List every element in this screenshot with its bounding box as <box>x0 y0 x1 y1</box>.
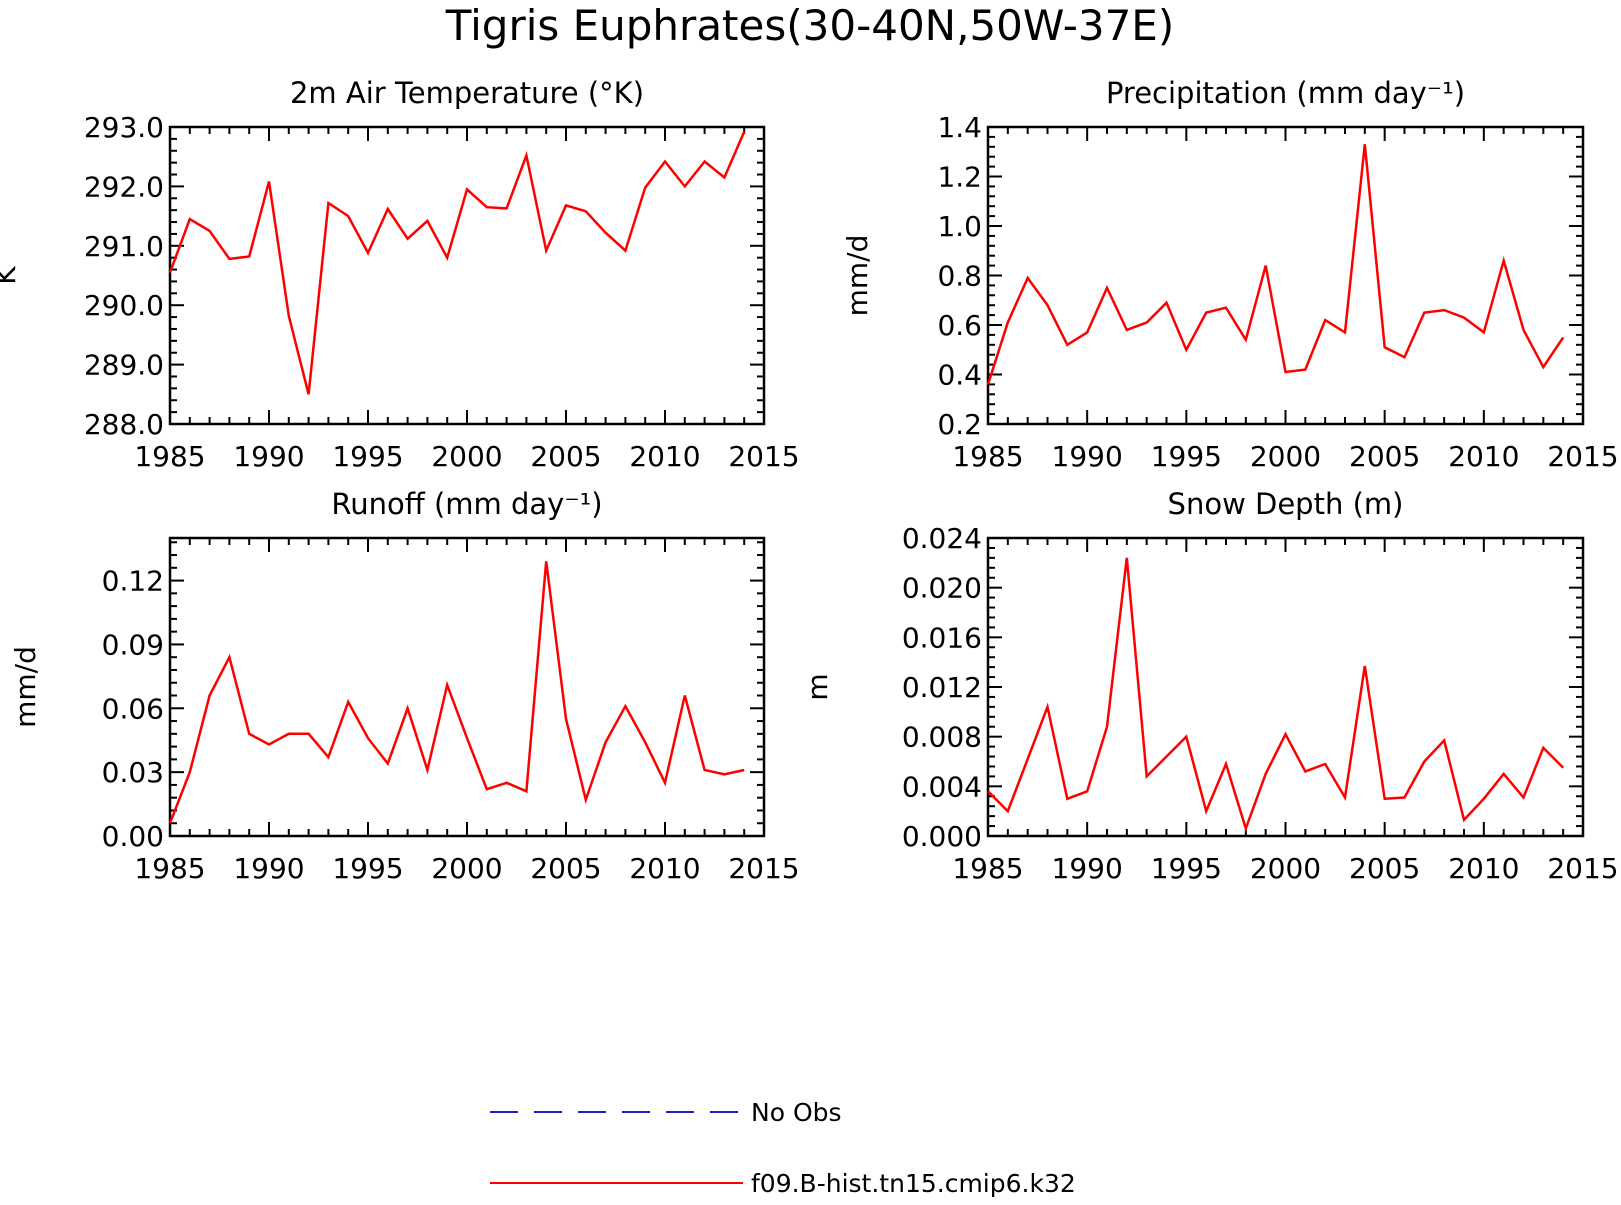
x-tick-label: 1995 <box>332 852 403 885</box>
series-line-precipitation <box>986 144 1565 385</box>
y-tick-label: 289.0 <box>84 349 164 382</box>
y-axis-label-precipitation: mm/d <box>841 235 874 317</box>
y-tick-label: 0.008 <box>902 721 982 754</box>
x-tick-label: 2005 <box>1349 852 1420 885</box>
legend-label-no-obs: No Obs <box>751 1098 842 1127</box>
y-tick-label: 0.2 <box>937 408 982 441</box>
panel-title-air-temperature: 2m Air Temperature (°K) <box>290 76 644 110</box>
plot-frame-runoff <box>168 536 766 838</box>
panel-runoff: Runoff (mm day⁻¹) 1985 1990 1995 2000 2005 201… <box>9 487 800 885</box>
y-tick-label: 291.0 <box>84 230 164 263</box>
y-tick-label: 293.0 <box>84 111 164 144</box>
panel-precipitation: Precipitation (mm day⁻¹) 1985 1990 1995 2000… <box>841 76 1619 473</box>
y-tick-label: 0.004 <box>902 770 982 803</box>
series-line-snow-depth <box>987 557 1565 833</box>
x-tick-label: 1995 <box>1151 852 1222 885</box>
panel-title-precipitation: Precipitation (mm day⁻¹) <box>1106 76 1465 110</box>
x-tick-label: 1985 <box>952 440 1023 473</box>
panel-title-runoff: Runoff (mm day⁻¹) <box>331 487 602 521</box>
x-tick-label: 2000 <box>1250 852 1321 885</box>
legend: No Obs f09.B-hist.tn15.cmip6.k32 <box>490 1098 1076 1198</box>
x-tick-label: 2015 <box>728 440 799 473</box>
panel-title-snow-depth: Snow Depth (m) <box>1168 487 1404 521</box>
x-tick-label: 2000 <box>431 852 502 885</box>
y-axis-label-air-temperature: K <box>0 266 22 285</box>
x-tick-label: 2000 <box>1250 440 1321 473</box>
x-tick-label: 2015 <box>728 852 799 885</box>
y-tick-label: 0.024 <box>902 522 982 555</box>
y-tick-label: 1.4 <box>937 111 982 144</box>
y-tick-label: 288.0 <box>84 408 164 441</box>
y-tick-label: 290.0 <box>84 289 164 322</box>
x-tick-label: 1985 <box>134 440 205 473</box>
x-tick-label: 1990 <box>233 440 304 473</box>
x-tick-label: 2010 <box>629 440 700 473</box>
y-tick-label: 0.03 <box>102 756 164 789</box>
x-tick-label: 2010 <box>1448 440 1519 473</box>
y-tick-label: 1.0 <box>937 210 982 243</box>
panels: 2m Air Temperature (°K) 1985 1990 1995 2000 2… <box>0 76 1619 885</box>
y-tick-label: 0.000 <box>902 820 982 853</box>
x-tick-label: 2015 <box>1547 852 1618 885</box>
panel-snow-depth: Snow Depth (m) 1985 1990 1995 2000 2005 2010 20… <box>801 487 1619 885</box>
x-tick-label: 2010 <box>629 852 700 885</box>
main-title: Tigris Euphrates(30-40N,50W-37E) <box>445 1 1174 50</box>
panel-air-temperature: 2m Air Temperature (°K) 1985 1990 1995 2000 2… <box>0 76 800 473</box>
y-axis-label-runoff: mm/d <box>9 646 42 728</box>
plot-frame-snow-depth <box>986 536 1585 838</box>
y-tick-label: 292.0 <box>84 170 164 203</box>
y-tick-label: 0.6 <box>937 309 982 342</box>
x-tick-label: 1995 <box>1151 440 1222 473</box>
x-tick-label: 2010 <box>1448 852 1519 885</box>
legend-label-model: f09.B-hist.tn15.cmip6.k32 <box>751 1169 1076 1198</box>
series-line-air-temperature <box>168 131 746 395</box>
y-tick-label: 0.016 <box>902 621 982 654</box>
x-tick-label: 2000 <box>431 440 502 473</box>
y-tick-label: 0.020 <box>902 572 982 605</box>
y-tick-label: 0.12 <box>102 565 164 598</box>
y-axis-label-snow-depth: m <box>801 673 834 700</box>
x-tick-label: 1995 <box>332 440 403 473</box>
plot-frame-precipitation <box>986 125 1585 426</box>
series-line-runoff <box>168 561 745 824</box>
y-tick-label: 0.4 <box>937 359 982 392</box>
x-tick-label: 2015 <box>1547 440 1618 473</box>
y-tick-label: 0.8 <box>937 260 982 293</box>
x-tick-label: 2005 <box>530 852 601 885</box>
x-tick-label: 2005 <box>530 440 601 473</box>
y-tick-label: 0.09 <box>102 628 164 661</box>
y-tick-label: 0.06 <box>102 692 164 725</box>
x-tick-label: 2005 <box>1349 440 1420 473</box>
y-tick-label: 1.2 <box>937 161 982 194</box>
x-tick-label: 1990 <box>233 852 304 885</box>
x-tick-label: 1990 <box>1052 440 1123 473</box>
x-tick-label: 1990 <box>1052 852 1123 885</box>
plot-frame-air-temperature <box>168 125 766 426</box>
y-tick-label: 0.00 <box>102 820 164 853</box>
x-tick-label: 1985 <box>134 852 205 885</box>
x-tick-label: 1985 <box>952 852 1023 885</box>
y-tick-label: 0.012 <box>902 671 982 704</box>
